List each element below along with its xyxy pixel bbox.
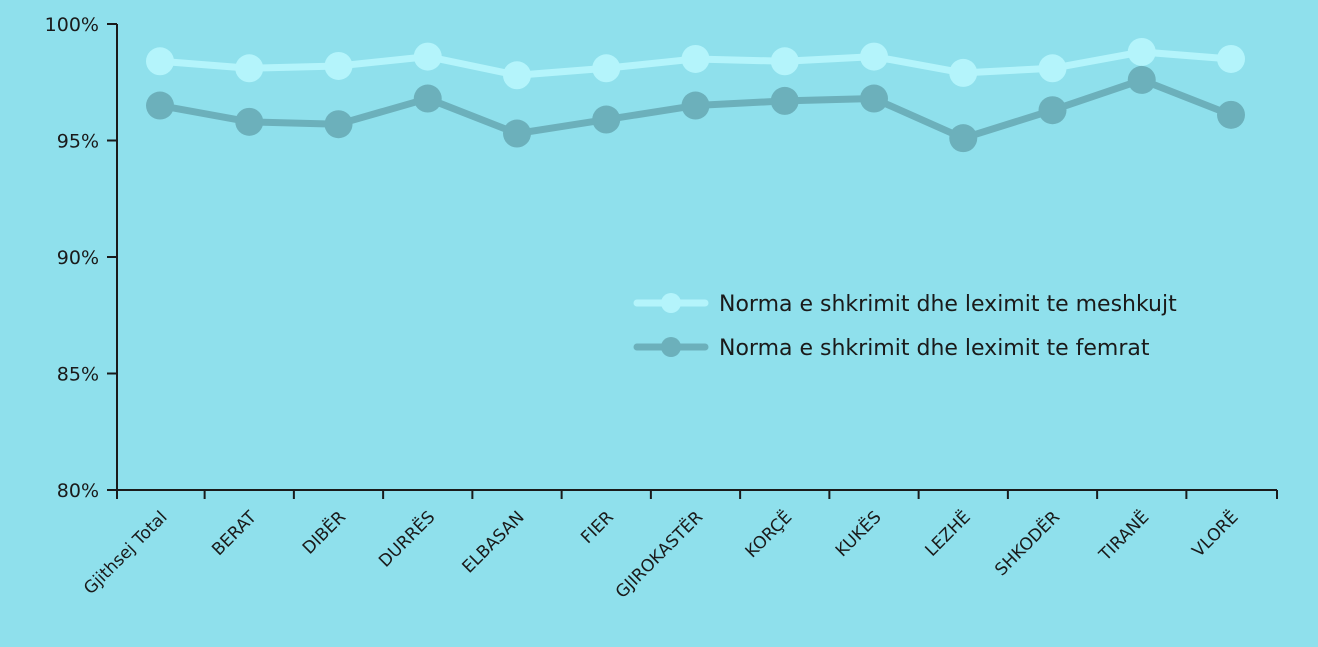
series-1-point xyxy=(235,107,264,136)
legend-marker-0 xyxy=(661,293,681,313)
legend-marker-1 xyxy=(661,337,681,357)
series-1-point xyxy=(324,110,353,139)
series-0-point xyxy=(949,58,978,87)
legend-label-0: Norma e shkrimit dhe leximit te meshkujt xyxy=(719,292,1177,317)
series-0-point xyxy=(324,51,353,80)
series-1-point xyxy=(146,91,174,120)
y-tick-label: 90% xyxy=(57,247,99,269)
legend: Norma e shkrimit dhe leximit te meshkujt… xyxy=(633,292,1177,361)
series-1-point xyxy=(860,84,888,113)
series-1-point xyxy=(1127,65,1156,94)
series-0-point xyxy=(503,61,531,90)
series-0-point xyxy=(235,54,264,83)
series-1-point xyxy=(592,105,621,134)
series-0-point xyxy=(860,42,888,71)
series-0-point xyxy=(592,54,621,83)
series-1-point xyxy=(949,124,978,153)
series-0-point xyxy=(146,47,174,76)
series-1-point xyxy=(413,84,442,113)
series-1-point xyxy=(681,91,710,120)
series-0-point xyxy=(1038,54,1067,83)
series-1-point xyxy=(1038,96,1067,125)
series-1-point xyxy=(503,119,531,148)
series-1-point xyxy=(1217,100,1245,129)
series-0-point xyxy=(1217,44,1245,73)
series-1-point xyxy=(770,86,799,115)
y-tick-label: 85% xyxy=(57,364,99,386)
y-tick-label: 95% xyxy=(57,131,99,153)
series-0-point xyxy=(681,44,710,73)
y-tick-label: 80% xyxy=(57,480,99,502)
y-tick-label: 100% xyxy=(45,14,99,36)
series-lines xyxy=(146,37,1245,153)
series-0-point xyxy=(1127,37,1156,66)
series-0-point xyxy=(770,47,799,76)
legend-label-1: Norma e shkrimit dhe leximit te femrat xyxy=(719,336,1150,361)
series-0-point xyxy=(413,42,442,71)
